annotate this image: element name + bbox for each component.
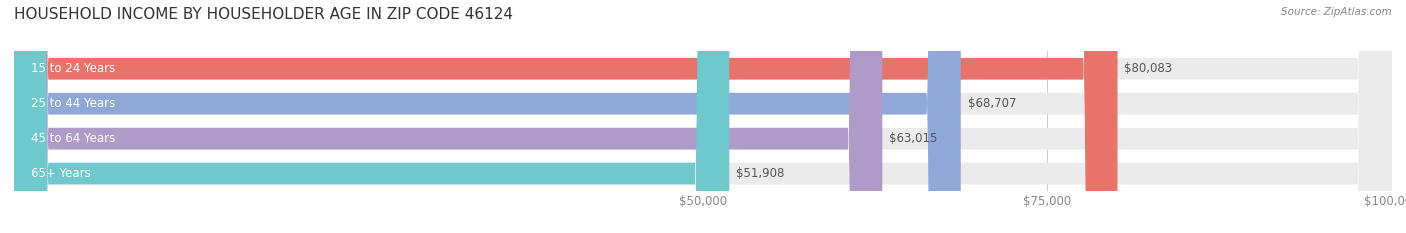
Text: $68,707: $68,707 [967,97,1017,110]
Text: 45 to 64 Years: 45 to 64 Years [31,132,115,145]
Text: $80,083: $80,083 [1125,62,1173,75]
FancyBboxPatch shape [14,0,1392,233]
Text: Source: ZipAtlas.com: Source: ZipAtlas.com [1281,7,1392,17]
Text: 65+ Years: 65+ Years [31,167,90,180]
Text: $51,908: $51,908 [737,167,785,180]
FancyBboxPatch shape [14,0,1118,233]
FancyBboxPatch shape [14,0,960,233]
FancyBboxPatch shape [14,0,1392,233]
Text: 25 to 44 Years: 25 to 44 Years [31,97,115,110]
FancyBboxPatch shape [14,0,883,233]
FancyBboxPatch shape [14,0,730,233]
FancyBboxPatch shape [14,0,1392,233]
Text: HOUSEHOLD INCOME BY HOUSEHOLDER AGE IN ZIP CODE 46124: HOUSEHOLD INCOME BY HOUSEHOLDER AGE IN Z… [14,7,513,22]
Text: 15 to 24 Years: 15 to 24 Years [31,62,115,75]
Text: $63,015: $63,015 [889,132,938,145]
FancyBboxPatch shape [14,0,1392,233]
